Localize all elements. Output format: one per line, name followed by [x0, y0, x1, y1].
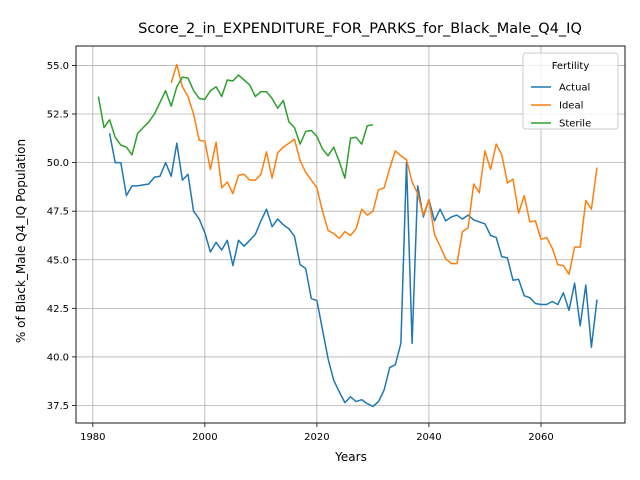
series-line-sterile	[97, 74, 374, 179]
y-tick-label: 42.5	[47, 304, 69, 315]
series-lines	[97, 63, 598, 408]
x-tick-label: 2040	[416, 432, 441, 443]
x-axis-label: Years	[334, 450, 367, 464]
x-tick-label: 2000	[192, 432, 217, 443]
y-tick-label: 40.0	[47, 352, 69, 363]
x-axis-ticks: 1980 2000 2020 2040 2060	[80, 423, 554, 443]
chart-title: Score_2_in_EXPENDITURE_FOR_PARKS_for_Bla…	[138, 21, 582, 37]
legend-entry-actual: Actual	[559, 83, 590, 94]
y-axis-label: % of Black_Male Q4_IQ Population	[14, 139, 28, 343]
x-tick-label: 2020	[304, 432, 329, 443]
x-tick-label: 2060	[528, 432, 553, 443]
y-tick-label: 45.0	[47, 255, 69, 266]
y-tick-label: 37.5	[47, 401, 69, 412]
legend: Fertility Actual Ideal Sterile	[522, 52, 619, 130]
plot-frame	[75, 45, 626, 424]
legend-box	[522, 52, 619, 130]
series-line-ideal	[170, 63, 598, 276]
y-tick-label: 55.0	[47, 61, 69, 72]
y-tick-label: 47.5	[47, 207, 69, 218]
y-axis-ticks: 37.5 40.0 42.5 45.0 47.5 50.0 52.5 55.0	[47, 61, 76, 412]
legend-title: Fertility	[552, 61, 590, 72]
x-tick-label: 1980	[80, 432, 105, 443]
y-tick-label: 50.0	[47, 158, 69, 169]
legend-entry-sterile: Sterile	[559, 119, 591, 130]
legend-entry-ideal: Ideal	[559, 101, 583, 112]
y-tick-label: 52.5	[47, 110, 69, 121]
series-line-actual	[108, 133, 598, 408]
